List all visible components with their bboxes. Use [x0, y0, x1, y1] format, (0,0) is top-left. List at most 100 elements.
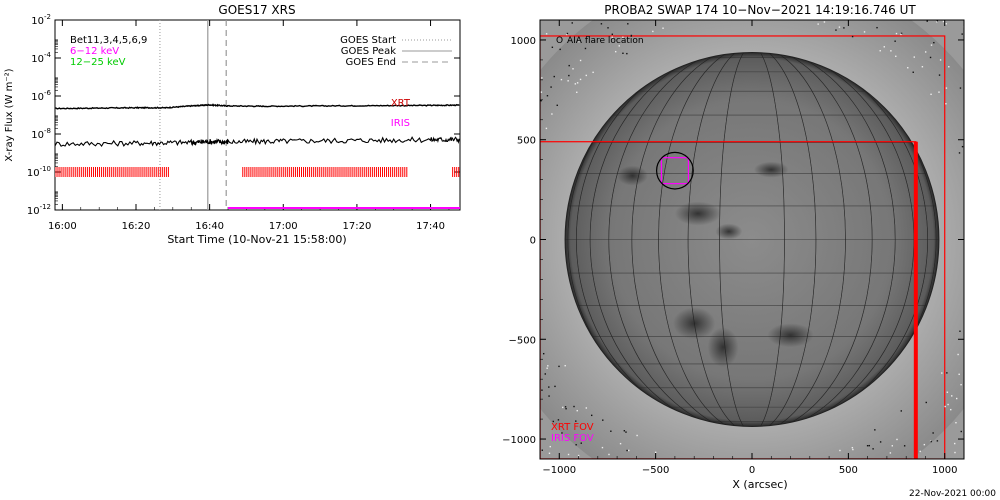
goes-x-axis-label: Start Time (10-Nov-21 15:58:00): [167, 233, 346, 246]
noise-pixel: [823, 21, 826, 23]
goes-x-tick-label: 16:20: [122, 221, 151, 232]
noise-pixel: [626, 449, 628, 452]
legend-item-energy-low: Bet11,3,4,5,6,9: [70, 35, 147, 46]
noise-pixel: [891, 445, 893, 447]
goes-plot-area: [55, 20, 460, 210]
noise-pixel: [919, 450, 921, 453]
noise-pixel: [614, 50, 617, 53]
swap-y-tick-label: 0: [530, 236, 536, 247]
noise-pixel: [957, 353, 959, 356]
solar-dark-regions: [617, 161, 814, 368]
swap-x-tick-label: 0: [749, 465, 755, 476]
noise-pixel: [835, 29, 837, 31]
noise-pixel: [585, 407, 588, 409]
dark-region: [715, 223, 743, 240]
noise-pixel: [611, 33, 614, 35]
noise-pixel: [559, 48, 561, 51]
footer-timestamp: 22-Nov-2021 00:00: [909, 489, 996, 499]
noise-pixel: [590, 414, 593, 417]
legend-item-energy-high: 12−25 keV: [70, 57, 126, 68]
swap-image-panel: PROBA2 SWAP 174 10−Nov−2021 14:19:16.746…: [502, 3, 965, 491]
noise-pixel: [890, 50, 892, 52]
noise-pixel: [839, 449, 841, 452]
noise-pixel: [625, 431, 627, 433]
noise-pixel: [945, 103, 947, 105]
noise-pixel: [580, 442, 582, 444]
noise-pixel: [960, 383, 962, 386]
goes-y-tick-label: 10-2: [31, 13, 51, 27]
noise-pixel: [567, 80, 569, 82]
noise-pixel: [946, 391, 949, 393]
goes-chart-title: GOES17 XRS: [218, 3, 295, 17]
noise-pixel: [958, 152, 961, 154]
noise-pixel: [941, 372, 943, 374]
noise-pixel: [568, 74, 570, 77]
noise-pixel: [565, 407, 567, 410]
noise-pixel: [942, 20, 945, 23]
longitude-line: [631, 52, 873, 427]
noise-pixel: [936, 21, 938, 23]
noise-pixel: [883, 46, 885, 48]
noise-pixel: [622, 52, 624, 54]
noise-pixel: [622, 36, 624, 38]
noise-pixel: [925, 401, 927, 404]
noise-pixel: [575, 420, 577, 422]
goes-y-axis-label: X-ray Flux (W m⁻²): [4, 68, 15, 161]
noise-pixel: [548, 395, 550, 397]
noise-pixel: [895, 32, 898, 35]
noise-pixel: [585, 74, 587, 77]
dark-region: [753, 161, 789, 178]
noise-pixel: [954, 451, 956, 454]
swap-x-axis-label: X (arcsec): [732, 478, 787, 491]
noise-pixel: [960, 430, 962, 433]
noise-pixel: [545, 33, 548, 35]
fov-boxes: [540, 35, 946, 459]
noise-pixel: [551, 46, 554, 48]
noise-pixel: [567, 453, 570, 456]
noise-pixel: [600, 23, 603, 25]
noise-pixel: [817, 23, 819, 25]
noise-pixel: [924, 51, 927, 53]
longitude-line: [719, 52, 785, 427]
noise-pixel: [889, 452, 892, 454]
swap-y-tick-label: 1000: [511, 36, 536, 47]
dark-region: [767, 323, 814, 348]
swap-x-tick-label: 500: [839, 465, 858, 476]
noise-pixel: [592, 71, 594, 74]
noise-pixel: [574, 83, 577, 85]
noise-pixel: [546, 367, 548, 369]
noise-pixel: [946, 372, 948, 374]
noise-pixel: [947, 403, 949, 406]
noise-pixel: [938, 91, 940, 93]
noise-pixel: [541, 449, 543, 451]
noise-pixel: [564, 364, 566, 367]
legend-item-energy-mid: 6−12 keV: [70, 46, 119, 57]
legend-goes-end: GOES End: [346, 57, 396, 68]
noise-pixel: [602, 419, 604, 421]
swap-x-tick-label: 1000: [932, 465, 957, 476]
noise-pixel: [851, 446, 854, 449]
noise-pixel: [868, 444, 870, 447]
longitude-line: [567, 52, 937, 427]
noise-pixel: [630, 34, 633, 37]
noise-pixel: [954, 442, 956, 445]
noise-pixel: [623, 430, 626, 432]
goes-x-tick-label: 17:20: [342, 221, 371, 232]
noise-pixel: [546, 95, 549, 97]
noise-pixel: [554, 385, 556, 388]
dark-region: [617, 165, 648, 186]
noise-pixel: [578, 40, 580, 43]
noise-pixel: [579, 78, 582, 81]
flare-location-marker: [656, 151, 694, 190]
noise-pixel: [921, 66, 924, 68]
swap-y-tick-label: −1000: [502, 435, 536, 446]
noise-pixel: [552, 420, 555, 423]
noise-pixel: [930, 440, 932, 443]
noise-pixel: [900, 410, 902, 412]
noise-pixel: [561, 432, 563, 434]
noise-pixel: [958, 373, 960, 376]
noise-pixel: [579, 59, 582, 62]
noise-pixel: [577, 454, 580, 457]
noise-pixel: [545, 127, 548, 130]
noise-pixel: [564, 406, 567, 408]
